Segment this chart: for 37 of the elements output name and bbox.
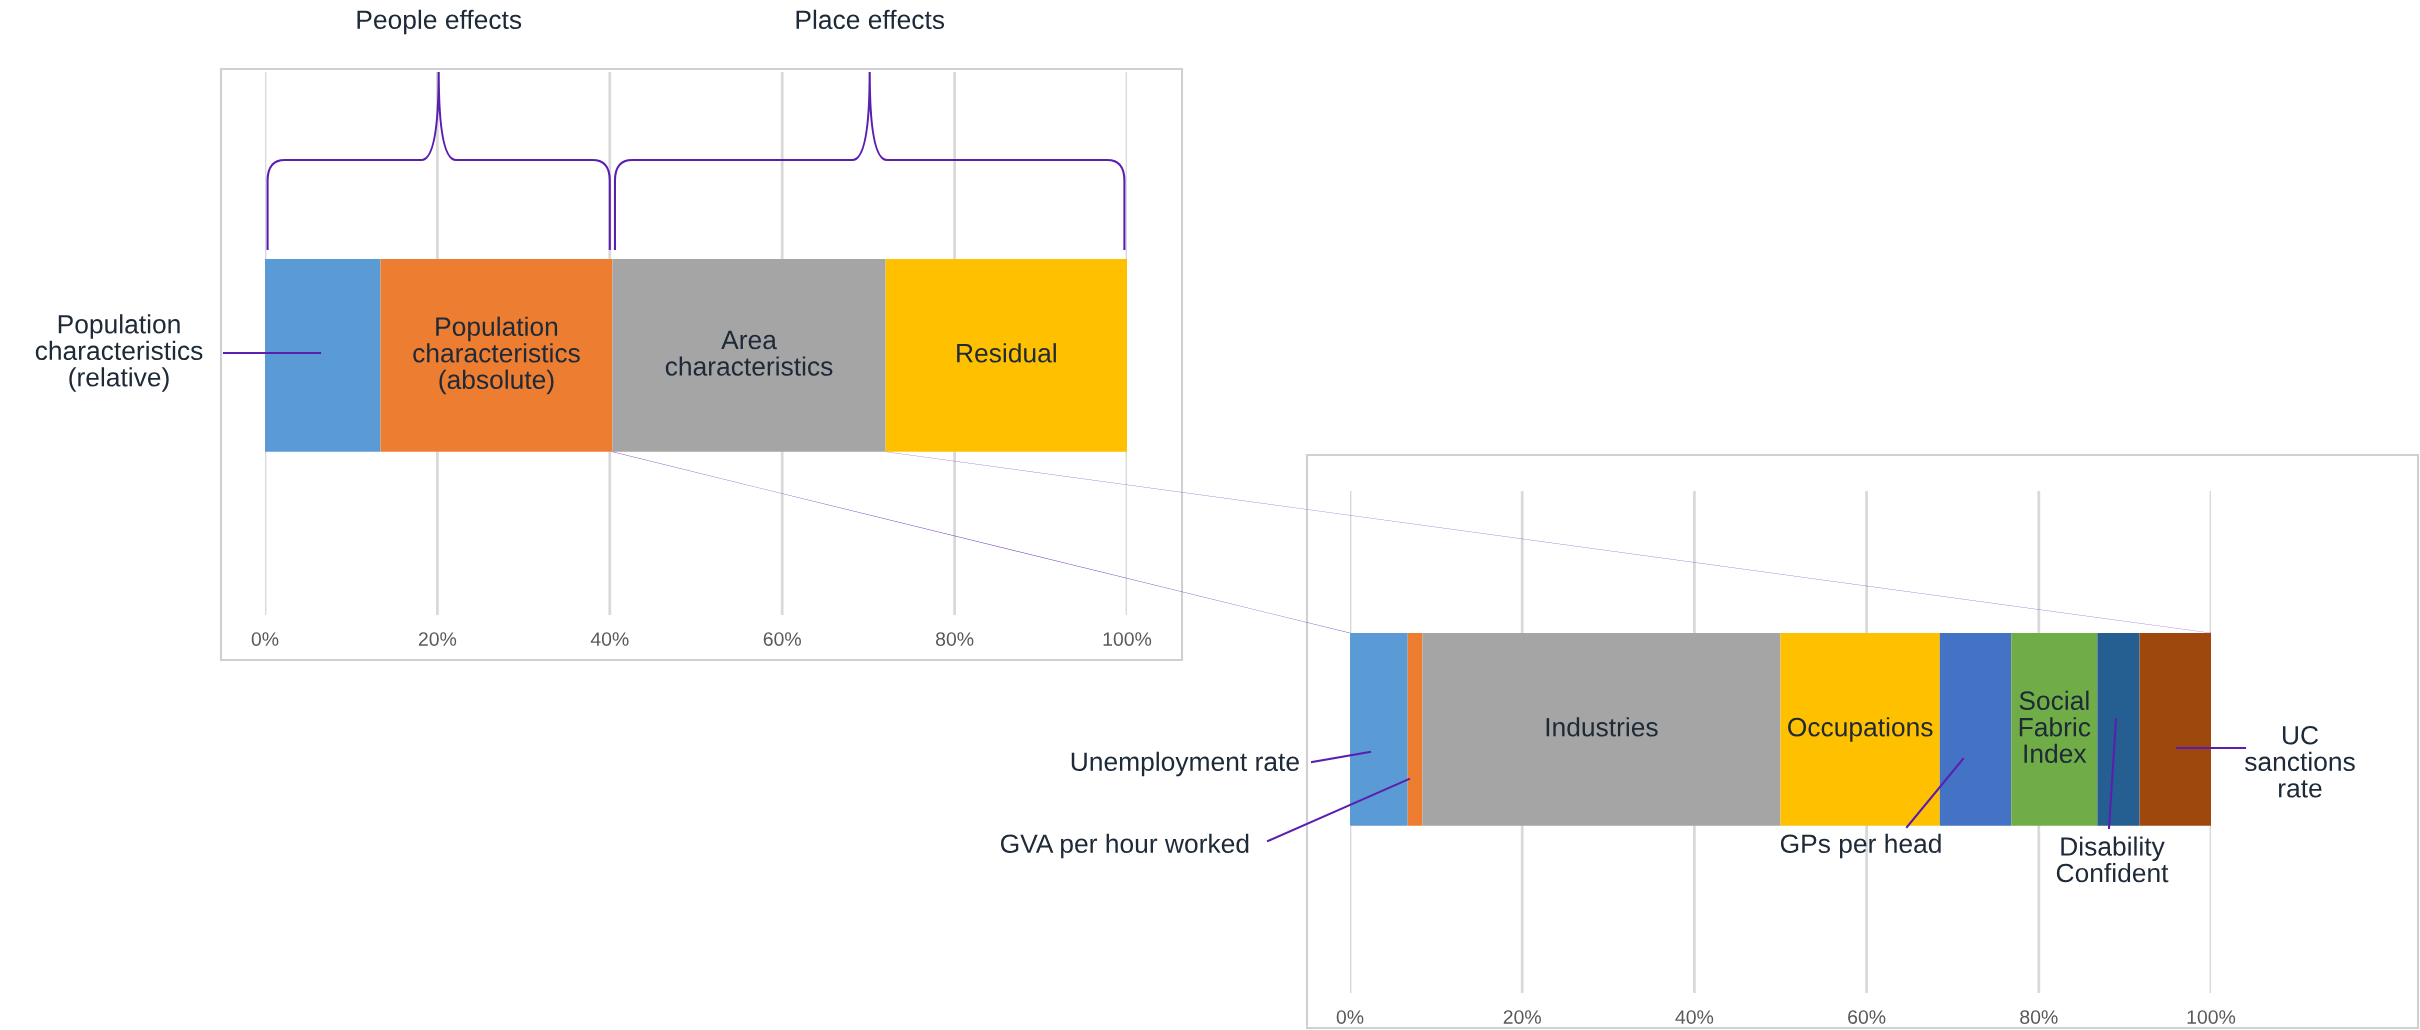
series-label: Unemployment rate xyxy=(1071,751,1299,777)
x-tick-label: 20% xyxy=(1503,1010,1541,1024)
bar xyxy=(1939,633,2012,826)
series-label: Area characteristics xyxy=(665,330,833,376)
series-label: Disability Confident xyxy=(2056,836,2169,883)
text: People effects xyxy=(357,9,522,35)
series-label: Social Fabric Index xyxy=(2019,690,2091,764)
bar xyxy=(885,259,1127,452)
x-tick-label: 60% xyxy=(763,632,801,646)
bar xyxy=(1422,633,1781,826)
text: GVA per hour worked xyxy=(1000,833,1249,859)
bar xyxy=(2139,633,2211,826)
x-tick-label: 0% xyxy=(251,632,279,646)
series-label: Occupations xyxy=(1788,717,1933,742)
bar xyxy=(2011,633,2098,826)
series-label: Residual xyxy=(957,343,1056,363)
bar xyxy=(1780,633,1940,826)
x-tick-label: 40% xyxy=(590,632,629,646)
x-tick-label: 40% xyxy=(1675,1010,1714,1024)
text: Place effects xyxy=(796,9,945,30)
series-label: Population characteristics (absolute) xyxy=(413,316,580,395)
x-tick-label: 100% xyxy=(2187,1010,2236,1024)
x-tick-label: 60% xyxy=(1848,1010,1886,1024)
x-tick-label: 80% xyxy=(2020,1010,2058,1024)
x-tick-label: 100% xyxy=(1103,632,1152,646)
bar xyxy=(1350,633,1408,826)
bar xyxy=(2097,633,2140,826)
series-label: GPs per head xyxy=(1780,833,1941,859)
bar xyxy=(265,259,381,452)
series-label: Industries xyxy=(1546,717,1658,737)
x-tick-label: 0% xyxy=(1336,1010,1364,1024)
x-tick-label: 80% xyxy=(935,632,974,646)
bar xyxy=(1407,633,1423,826)
series-label: UC sanctions rate xyxy=(2245,725,2355,798)
x-tick-label: 20% xyxy=(418,632,457,646)
bar xyxy=(380,259,613,452)
text: Population characteristics (relative) xyxy=(35,314,203,392)
